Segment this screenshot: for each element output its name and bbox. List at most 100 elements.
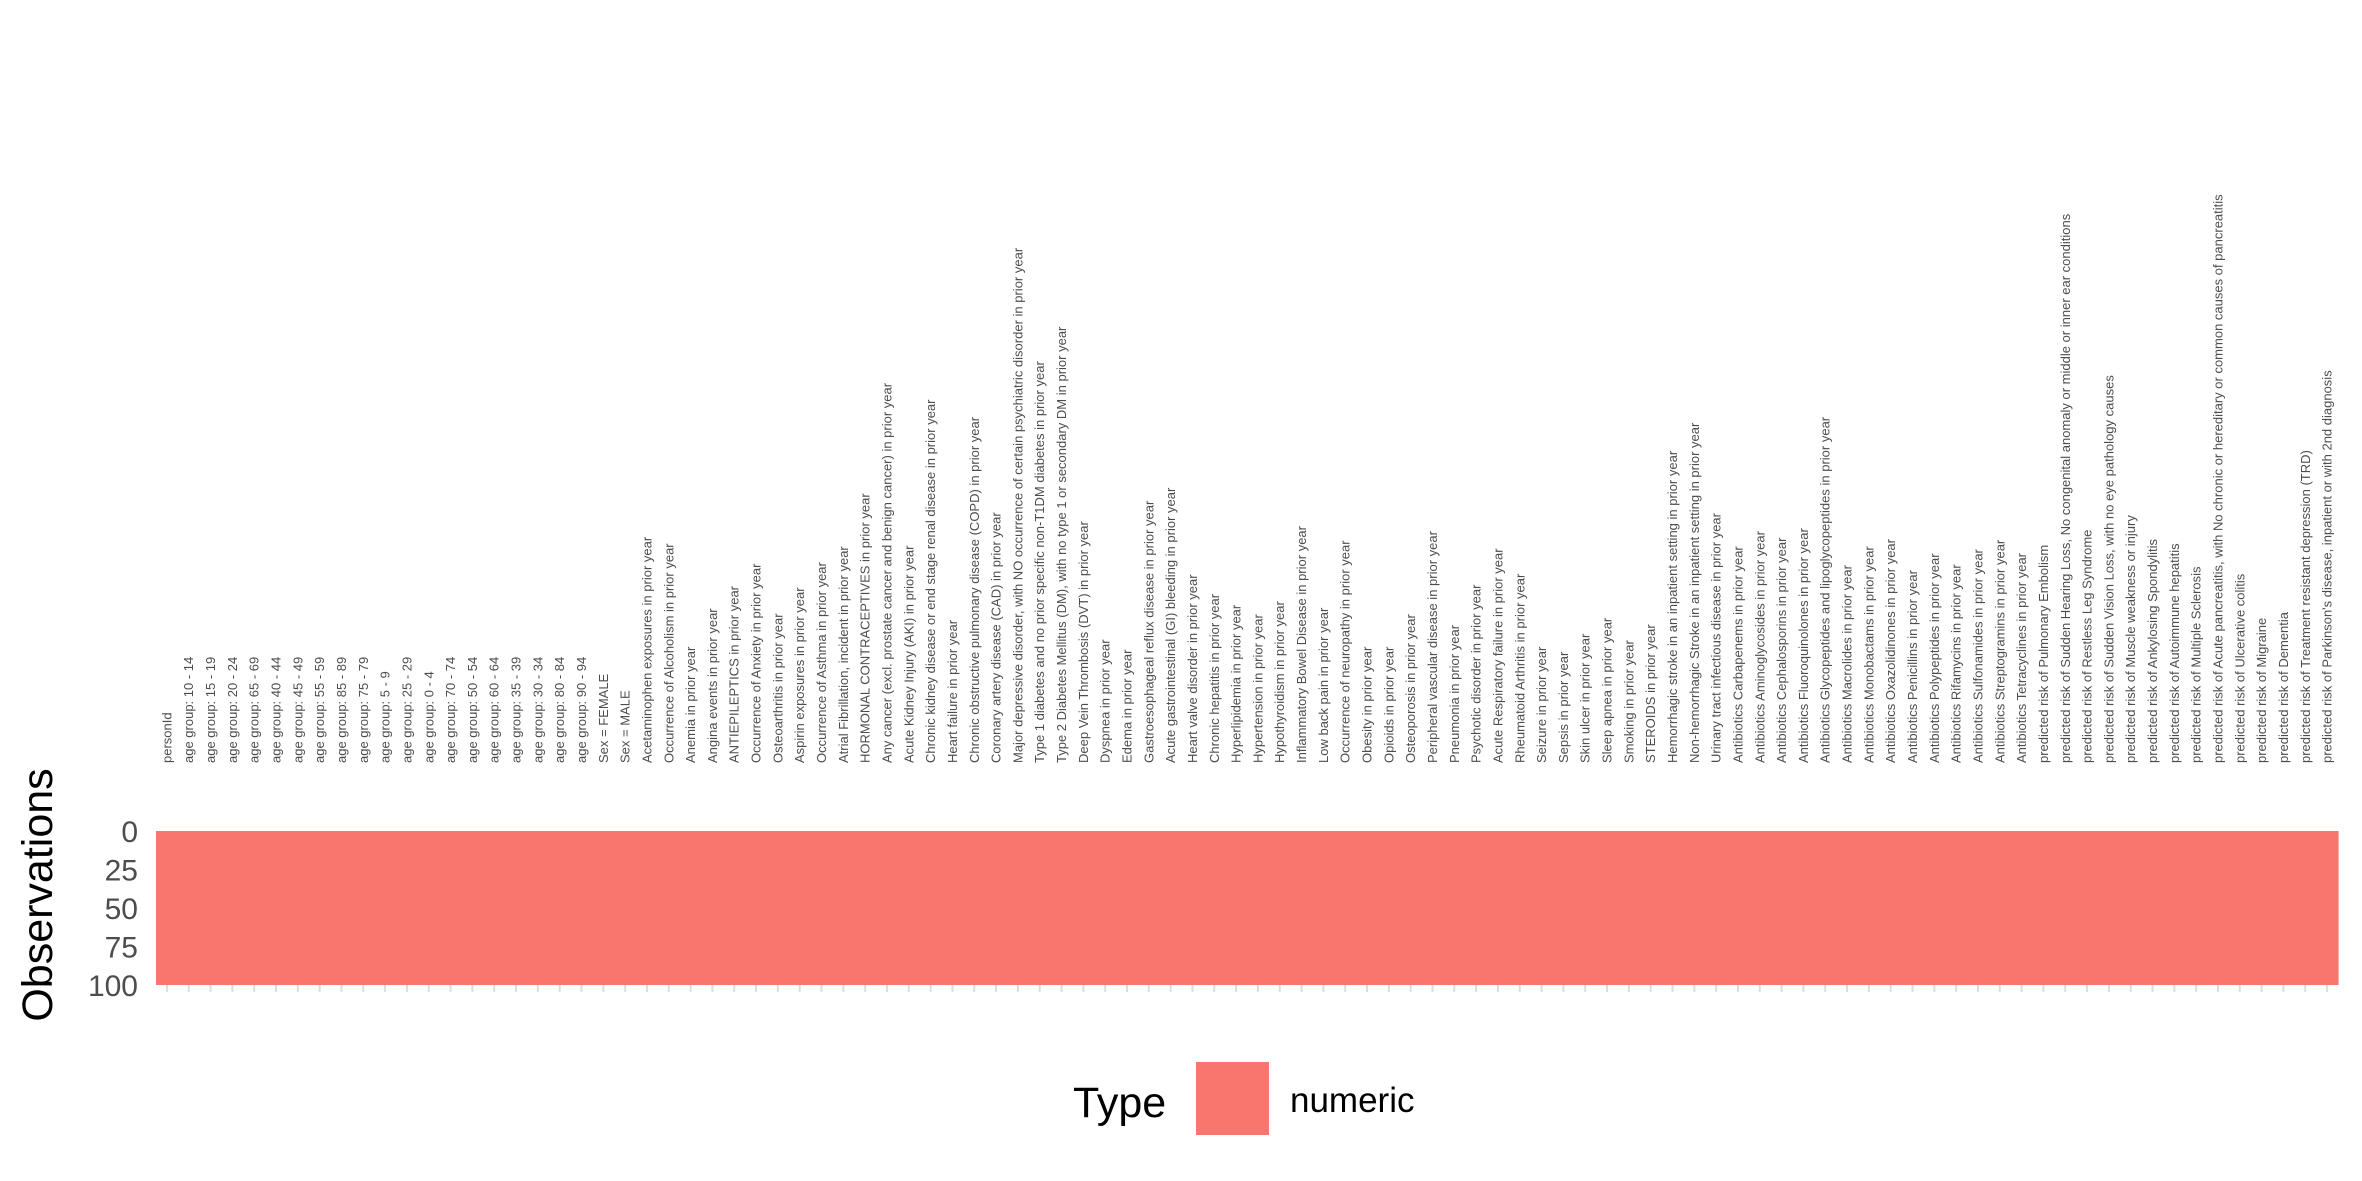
column-label-77: Antibiotics Glycopeptides and lipoglycop… xyxy=(1818,416,1833,763)
column-label-24: Occurrence of Alcoholism in prior year xyxy=(661,543,676,763)
column-label-6: age group: 40 - 44 xyxy=(269,657,284,763)
column-label-95: predicted risk of Acute pancreatitis, wi… xyxy=(2210,194,2225,763)
column-bar-18 xyxy=(526,831,550,985)
column-label-34: Any cancer (excl. prostate cancer and be… xyxy=(879,382,894,763)
column-label-73: Antibiotics Carbapenems in prior year xyxy=(1730,546,1745,763)
column-bar-69 xyxy=(1639,831,1663,985)
column-label-59: Peripheral vascular disease in prior yea… xyxy=(1425,530,1440,763)
column-label-15: age group: 50 - 54 xyxy=(465,657,480,763)
column-bar-35 xyxy=(897,831,921,985)
column-label-88: predicted risk of Sudden Hearing Loss, N… xyxy=(2058,213,2073,763)
column-bar-21 xyxy=(592,831,615,985)
column-bar-100 xyxy=(2316,831,2339,985)
column-label-11: age group: 5 - 9 xyxy=(378,671,393,763)
column-bar-53 xyxy=(1290,831,1314,985)
column-bar-36 xyxy=(919,831,943,985)
y-tick-label-0: 0 xyxy=(121,816,138,849)
y-tick-label-75: 75 xyxy=(105,932,138,965)
column-label-84: Antibiotics Sulfonamides in prior year xyxy=(1970,548,1985,763)
column-label-46: Gastroesophageal reflux disease in prior… xyxy=(1141,500,1156,763)
column-label-52: Hypothyroidism in prior year xyxy=(1272,600,1287,763)
column-label-2: age group: 10 - 14 xyxy=(181,657,196,763)
column-bar-62 xyxy=(1487,831,1510,985)
column-label-49: Chronic hepatitis in prior year xyxy=(1207,593,1222,763)
column-label-62: Acute Respiratory failure in prior year xyxy=(1490,548,1505,763)
column-bar-78 xyxy=(1836,831,1859,985)
column-label-16: age group: 60 - 64 xyxy=(487,657,502,763)
column-label-10: age group: 75 - 79 xyxy=(356,657,371,763)
column-bar-92 xyxy=(2141,831,2165,985)
column-label-29: Osteoarthritis in prior year xyxy=(770,613,785,763)
column-bar-77 xyxy=(1814,831,1837,985)
column-bar-95 xyxy=(2207,831,2230,985)
column-label-70: Hemorrhagic stroke in an inpatient setti… xyxy=(1665,450,1680,763)
column-bar-67 xyxy=(1596,831,1619,985)
column-label-54: Low back pain in prior year xyxy=(1316,607,1331,763)
column-label-7: age group: 45 - 49 xyxy=(290,657,305,763)
column-bar-97 xyxy=(2250,831,2274,985)
column-bar-57 xyxy=(1377,831,1401,985)
column-label-9: age group: 85 - 89 xyxy=(334,657,349,763)
column-bar-87 xyxy=(2032,831,2055,985)
column-bar-51 xyxy=(1247,831,1270,985)
column-bar-42 xyxy=(1050,831,1074,985)
column-bar-66 xyxy=(1574,831,1597,985)
column-label-19: age group: 80 - 84 xyxy=(552,657,567,763)
y-tick-label-25: 25 xyxy=(105,855,138,888)
column-bar-38 xyxy=(963,831,986,985)
legend: Type numeric xyxy=(1073,1062,1414,1135)
column-label-86: Antibiotics Tetracyclines in prior year xyxy=(2014,552,2029,763)
column-bar-75 xyxy=(1770,831,1794,985)
column-label-1: personId xyxy=(159,712,174,763)
column-bar-73 xyxy=(1727,831,1750,985)
column-label-50: Hyperlipidemia in prior year xyxy=(1229,604,1244,763)
column-label-69: STEROIDS in prior year xyxy=(1643,624,1658,763)
column-bar-56 xyxy=(1356,831,1379,985)
column-bar-6 xyxy=(265,831,288,985)
column-bar-46 xyxy=(1137,831,1161,985)
column-label-60: Pneumonia in prior year xyxy=(1447,624,1462,763)
column-label-42: Type 2 Diabetes Mellitus (DM), with no t… xyxy=(1054,326,1069,763)
column-bar-94 xyxy=(2185,831,2208,985)
column-label-82: Antibiotics Polypeptides in prior year xyxy=(1927,553,1942,763)
column-label-98: predicted risk of Dementia xyxy=(2276,611,2291,763)
column-label-74: Antibiotics Aminoglycosides in prior yea… xyxy=(1752,530,1767,763)
column-bar-89 xyxy=(2076,831,2099,985)
column-bar-86 xyxy=(2010,831,2034,985)
column-bar-72 xyxy=(1705,831,1728,985)
column-label-25: Anemia in prior year xyxy=(683,646,698,763)
column-bar-49 xyxy=(1203,831,1226,985)
column-label-71: Non-hemorrhagic Stroke in an inpatient s… xyxy=(1687,422,1702,763)
column-bar-16 xyxy=(483,831,506,985)
column-bar-10 xyxy=(352,831,375,985)
column-bar-24 xyxy=(657,831,681,985)
column-label-31: Occurrence of Asthma in prior year xyxy=(814,561,829,763)
column-label-65: Sepsis in prior year xyxy=(1556,651,1571,763)
column-label-97: predicted risk of Migraine xyxy=(2254,618,2269,763)
legend-title: Type xyxy=(1073,1079,1166,1127)
column-label-61: Psychotic disorder in prior year xyxy=(1469,584,1484,763)
column-label-76: Antibiotics Fluoroquinolones in prior ye… xyxy=(1796,527,1811,763)
column-bar-25 xyxy=(679,831,703,985)
column-label-96: predicted risk of Ulcerative colitis xyxy=(2232,573,2247,763)
column-bar-81 xyxy=(1901,831,1925,985)
column-bar-52 xyxy=(1268,831,1292,985)
column-bar-45 xyxy=(1116,831,1139,985)
column-label-89: predicted risk of Restless Leg Syndrome xyxy=(2080,530,2095,763)
column-label-44: Dyspnea in prior year xyxy=(1098,639,1113,763)
column-bar-68 xyxy=(1617,831,1641,985)
column-label-67: Sleep apnea in prior year xyxy=(1600,617,1615,763)
column-label-53: Inflammatory Bowel Disease in prior year xyxy=(1294,525,1309,763)
column-bar-17 xyxy=(505,831,528,985)
column-label-12: age group: 25 - 29 xyxy=(399,657,414,763)
y-axis-title: Observations xyxy=(14,768,62,1021)
column-label-13: age group: 0 - 4 xyxy=(421,671,436,763)
column-label-33: HORMONAL CONTRACEPTIVES in prior year xyxy=(858,493,873,763)
column-bar-82 xyxy=(1923,831,1946,985)
column-bar-63 xyxy=(1508,831,1532,985)
column-bar-65 xyxy=(1552,831,1575,985)
column-bar-4 xyxy=(221,831,244,985)
column-bar-96 xyxy=(2228,831,2252,985)
column-bar-79 xyxy=(1857,831,1881,985)
column-label-93: predicted risk of Autoimmune hepatitis xyxy=(2167,543,2182,763)
